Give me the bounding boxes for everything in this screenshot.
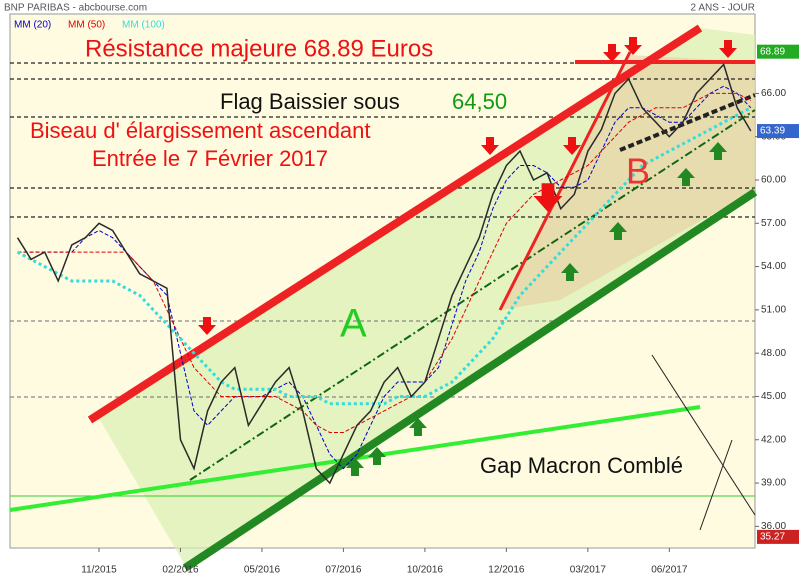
- flag-line: [619, 93, 756, 152]
- up-arrow: [609, 222, 627, 240]
- x-tick-label: 07/2016: [325, 565, 362, 576]
- price-tag: [757, 44, 799, 59]
- x-tick-label: 11/2015: [81, 565, 117, 576]
- down-arrow: [481, 137, 499, 155]
- moving-average: [17, 92, 752, 433]
- wedge-fill: [500, 55, 755, 310]
- y-tick-label: 66.00: [761, 88, 786, 99]
- y-tick-label: 36.00: [761, 521, 786, 532]
- y-tick-label: 60.00: [761, 175, 786, 186]
- y-tick-label: 48.00: [761, 348, 786, 359]
- y-tick-label: 39.00: [761, 478, 786, 489]
- legend-label: MM (20): [14, 20, 51, 31]
- note-line: [651, 354, 756, 516]
- down-arrow: [719, 40, 737, 58]
- down-arrow: [198, 317, 216, 335]
- y-tick-label: 42.00: [761, 434, 786, 445]
- resistance-line: [87, 24, 703, 424]
- down-arrow: [563, 137, 581, 155]
- y-tick-label: 54.00: [761, 261, 786, 272]
- down-arrow: [603, 44, 621, 62]
- x-tick-label: 05/2016: [244, 565, 281, 576]
- chart-subtitle: 2 ANS - JOUR: [691, 3, 755, 14]
- up-arrow: [677, 168, 695, 186]
- moving-average: [16, 106, 752, 406]
- down-arrow: [624, 37, 642, 55]
- x-tick-label: 02/2016: [162, 565, 199, 576]
- chart-title: BNP PARIBAS - abcbourse.com: [4, 3, 147, 14]
- annotation: A: [340, 302, 367, 346]
- annotation: Résistance majeure 68.89 Euros: [85, 35, 433, 62]
- legend-label: MM (50): [68, 20, 105, 31]
- annotation: Flag Baissier sous: [220, 89, 400, 114]
- y-tick-label: 57.00: [761, 218, 786, 229]
- x-tick-label: 06/2017: [651, 565, 688, 576]
- up-arrow: [709, 142, 727, 160]
- x-tick-label: 10/2016: [407, 565, 444, 576]
- annotation: 64,50: [452, 89, 507, 114]
- levels: [10, 62, 755, 398]
- decor: [9, 24, 758, 572]
- y-tick-label: 45.00: [761, 391, 786, 402]
- down-arrow: [533, 183, 563, 212]
- price-line: [16, 63, 752, 485]
- x-tick-label: 12/2016: [488, 565, 525, 576]
- up-arrow: [368, 447, 386, 465]
- up-arrow: [346, 458, 364, 476]
- price-tag: [757, 124, 799, 139]
- legend-label: MM (100): [122, 20, 165, 31]
- wedge-line: [498, 51, 632, 311]
- x-tick-label: 03/2017: [570, 565, 607, 576]
- annotation: Entrée le 7 Février 2017: [92, 146, 328, 171]
- price-tag-label: 35.27: [760, 532, 785, 543]
- up-arrow: [409, 418, 427, 436]
- annotation: B: [626, 151, 650, 192]
- note-line: [699, 439, 733, 531]
- support-line: [182, 188, 758, 572]
- price-tag-label: 68.89: [760, 46, 785, 57]
- up-arrow: [561, 263, 579, 281]
- price-tag: [757, 529, 799, 544]
- y-tick-label: 51.00: [761, 305, 786, 316]
- annotation: Biseau d' élargissement ascendant: [30, 118, 371, 143]
- annotation: Gap Macron Comblé: [480, 453, 683, 478]
- price-tag-label: 63.39: [760, 126, 785, 137]
